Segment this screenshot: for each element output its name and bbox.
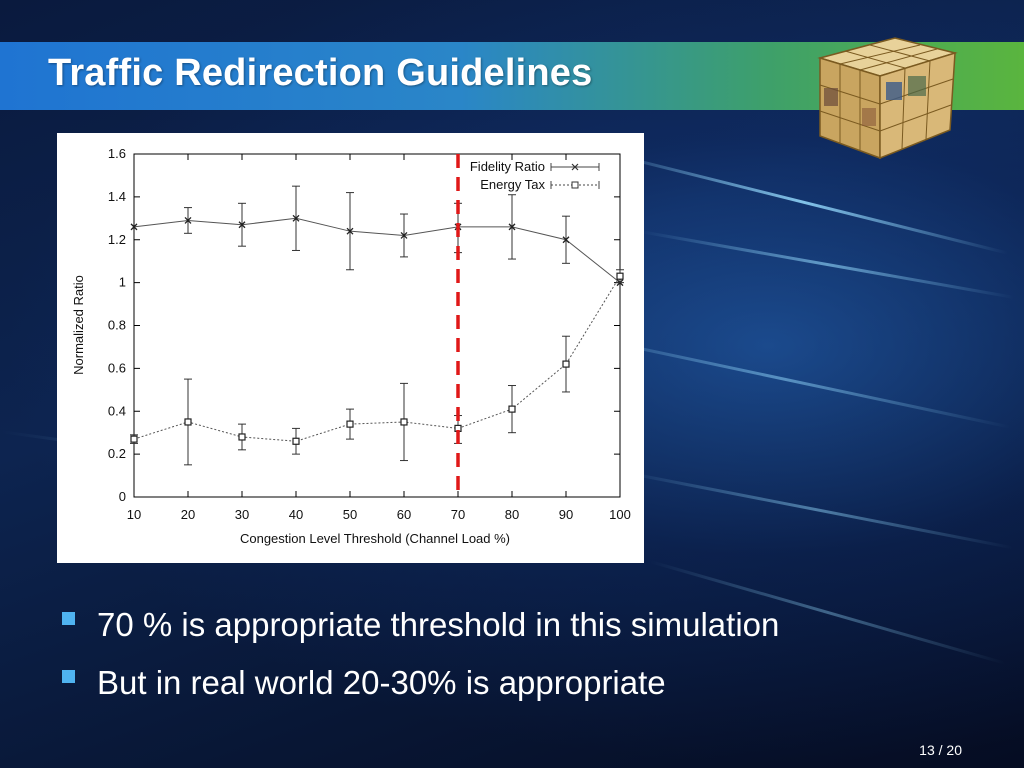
- data-point-fidelity-ratio: [508, 223, 516, 231]
- fidelity-energy-chart: 0 0.2 0.4 0.6 0.8 1 1.2 1.4 1.6 10 20 30 40 50 60 70 80…: [71, 146, 631, 546]
- y-tick-label: 0.8: [108, 318, 126, 333]
- data-point-energy-tax: [346, 420, 354, 428]
- chart-panel: 0 0.2 0.4 0.6 0.8 1 1.2 1.4 1.6 10 20 30 40 50 60 70 80…: [57, 133, 644, 563]
- data-point-energy-tax: [400, 418, 408, 426]
- data-point-fidelity-ratio: [238, 221, 246, 229]
- square-bullet-icon: [62, 611, 75, 625]
- data-point-fidelity-ratio: [130, 223, 138, 231]
- slide-title: Traffic Redirection Guidelines: [48, 52, 593, 94]
- x-tick-label: 90: [559, 507, 573, 522]
- data-point-energy-tax: [184, 418, 192, 426]
- plot-frame: [133, 153, 621, 498]
- x-tick-label: 80: [505, 507, 519, 522]
- x-tick-label: 30: [235, 507, 249, 522]
- data-point-energy-tax: [508, 405, 516, 413]
- y-axis-label: Normalized Ratio: [71, 275, 86, 375]
- x-tick-label: 20: [181, 507, 195, 522]
- bullet-list: 70 % is appropriate threshold in this si…: [62, 596, 779, 712]
- series-layer: [130, 185, 624, 466]
- data-point-fidelity-ratio: [562, 236, 570, 244]
- page-number: 13 / 20: [919, 742, 962, 758]
- y-tick-label: 1.2: [108, 232, 126, 247]
- bullet-item: But in real world 20-30% is appropriate: [62, 654, 779, 712]
- x-tick-label: 40: [289, 507, 303, 522]
- data-point-energy-tax: [616, 272, 624, 280]
- bullet-item: 70 % is appropriate threshold in this si…: [62, 596, 779, 654]
- data-point-fidelity-ratio: [400, 232, 408, 239]
- y-tick-label: 1.6: [108, 146, 126, 161]
- data-point-fidelity-ratio: [184, 216, 192, 224]
- data-point-energy-tax: [238, 433, 246, 441]
- series-line-energy-tax: [133, 275, 621, 442]
- data-point-energy-tax: [292, 437, 300, 445]
- data-point-energy-tax: [130, 435, 138, 443]
- y-tick-label: 0.2: [108, 446, 126, 461]
- bullet-text: But in real world 20-30% is appropriate: [97, 664, 666, 701]
- photo-cube-logo: [817, 37, 958, 160]
- y-tick-label: 1: [119, 275, 126, 290]
- y-tick-label: 1.4: [108, 189, 126, 204]
- x-axis-label: Congestion Level Threshold (Channel Load…: [240, 531, 510, 546]
- data-point-fidelity-ratio: [346, 227, 354, 235]
- y-axis-ticks: 0 0.2 0.4 0.6 0.8 1 1.2 1.4 1.6: [108, 146, 620, 504]
- y-tick-label: 0.6: [108, 360, 126, 375]
- y-tick-label: 0: [119, 489, 126, 504]
- legend-label-fidelity-ratio: Fidelity Ratio: [470, 159, 545, 174]
- x-tick-label: 70: [451, 507, 465, 522]
- square-bullet-icon: [62, 669, 75, 683]
- series-line-fidelity-ratio: [133, 217, 621, 284]
- x-tick-label: 60: [397, 507, 411, 522]
- x-tick-label: 10: [127, 507, 141, 522]
- bullet-text: 70 % is appropriate threshold in this si…: [97, 606, 780, 643]
- y-tick-label: 0.4: [108, 403, 126, 418]
- legend-label-energy-tax: Energy Tax: [480, 177, 545, 192]
- legend-marker-square: [571, 181, 579, 189]
- data-point-energy-tax: [562, 360, 570, 368]
- chart-legend: Fidelity Ratio Energy Tax: [470, 159, 600, 192]
- legend-marker-x: [571, 163, 579, 171]
- data-point-fidelity-ratio: [292, 214, 300, 222]
- x-tick-label: 50: [343, 507, 357, 522]
- x-tick-label: 100: [609, 507, 631, 522]
- x-axis-ticks: 10 20 30 40 50 60 70 80 90 100: [127, 154, 631, 522]
